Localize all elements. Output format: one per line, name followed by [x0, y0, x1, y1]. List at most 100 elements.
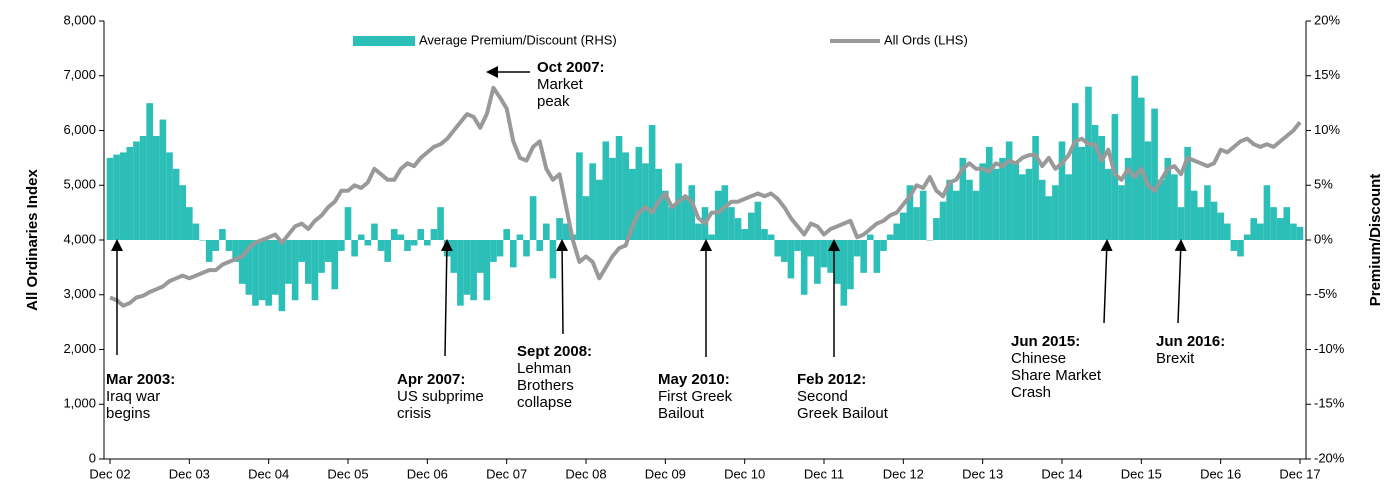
- annotation-text: Second: [797, 388, 848, 405]
- bar: [212, 240, 220, 251]
- x-tick-label: Dec 16: [1200, 466, 1241, 481]
- bar: [880, 240, 887, 251]
- y-tick-label: 5,000: [63, 177, 96, 192]
- bar: [886, 234, 894, 240]
- bar: [939, 201, 947, 240]
- bar: [860, 240, 867, 273]
- bar: [866, 234, 874, 240]
- bar: [827, 240, 834, 273]
- bar: [668, 207, 676, 240]
- bar: [1250, 218, 1258, 240]
- bar: [1118, 185, 1125, 240]
- bar: [503, 229, 510, 240]
- bar: [1065, 174, 1072, 240]
- annotation-text: Share Market: [1011, 367, 1102, 384]
- bar: [483, 240, 491, 301]
- bar: [529, 196, 537, 240]
- y2-tick-label: -20%: [1314, 450, 1345, 465]
- bar: [873, 240, 881, 273]
- x-tick-label: Dec 17: [1279, 466, 1320, 481]
- x-tick-label: Dec 15: [1121, 466, 1162, 481]
- bar: [192, 223, 200, 240]
- bar: [800, 240, 808, 295]
- bar: [291, 240, 299, 301]
- bar: [1032, 135, 1039, 240]
- annotation-text: crisis: [397, 405, 431, 422]
- y-tick-label: 0: [89, 450, 96, 465]
- bar: [305, 240, 312, 284]
- annotation-title: Mar 2003:: [106, 371, 175, 388]
- bar: [681, 196, 689, 240]
- bar: [754, 201, 762, 240]
- bar: [1085, 86, 1092, 240]
- bar: [496, 240, 504, 257]
- bar: [615, 135, 623, 240]
- bar: [271, 240, 279, 295]
- bar: [747, 212, 755, 240]
- bar: [516, 234, 524, 240]
- bar: [794, 240, 801, 251]
- bar: [919, 190, 927, 240]
- bar: [1071, 103, 1079, 240]
- annotation-text: First Greek: [658, 388, 733, 405]
- y2-tick-label: -10%: [1314, 341, 1345, 356]
- x-tick-label: Dec 05: [327, 466, 368, 481]
- bar: [734, 218, 742, 240]
- bar: [219, 229, 226, 240]
- annotation-text: peak: [537, 93, 570, 110]
- bar: [602, 141, 610, 240]
- bar: [159, 119, 167, 240]
- bar: [258, 240, 266, 301]
- bar: [1223, 223, 1231, 240]
- bar: [635, 146, 643, 240]
- bar: [840, 240, 848, 306]
- bar: [1045, 196, 1053, 240]
- bar: [1025, 168, 1033, 240]
- bar: [833, 240, 841, 284]
- bar: [318, 240, 325, 273]
- bar: [1078, 146, 1086, 240]
- bar: [463, 240, 471, 295]
- bar: [576, 152, 583, 240]
- bar: [351, 240, 358, 257]
- annotation-text: Brothers: [517, 377, 574, 394]
- bar: [1144, 141, 1152, 240]
- bar: [708, 234, 715, 240]
- bar: [252, 240, 259, 306]
- bar: [1296, 226, 1304, 240]
- bar: [384, 240, 391, 262]
- bar: [721, 185, 729, 240]
- legend-label: Average Premium/Discount (RHS): [419, 32, 617, 47]
- bar: [728, 207, 735, 240]
- bar: [1290, 223, 1297, 240]
- bar: [761, 229, 768, 240]
- y2-tick-label: 20%: [1314, 12, 1340, 27]
- bar: [648, 125, 656, 240]
- bar: [119, 152, 127, 240]
- y-axis-title: All Ordinaries Index: [24, 168, 41, 310]
- bar: [536, 240, 544, 251]
- bar: [390, 229, 398, 240]
- bar: [285, 240, 292, 284]
- x-tick-label: Dec 07: [486, 466, 527, 481]
- bar: [205, 240, 213, 262]
- bar: [371, 223, 378, 240]
- bar: [853, 240, 861, 257]
- annotation-text: Bailout: [658, 405, 705, 422]
- bar: [814, 240, 821, 284]
- bar: [166, 152, 173, 240]
- bar: [1012, 163, 1020, 240]
- bar: [338, 240, 345, 251]
- bar: [893, 223, 901, 240]
- annotation-title: Oct 2007:: [537, 59, 605, 76]
- bar: [688, 185, 696, 240]
- annotation-text: collapse: [517, 394, 572, 411]
- x-tick-label: Dec 03: [169, 466, 210, 481]
- bar: [1230, 240, 1238, 251]
- bar: [1237, 240, 1244, 257]
- x-tick-label: Dec 09: [645, 466, 686, 481]
- bar: [1210, 201, 1218, 240]
- bar: [470, 240, 477, 301]
- bar: [1091, 125, 1099, 240]
- bar: [972, 190, 980, 240]
